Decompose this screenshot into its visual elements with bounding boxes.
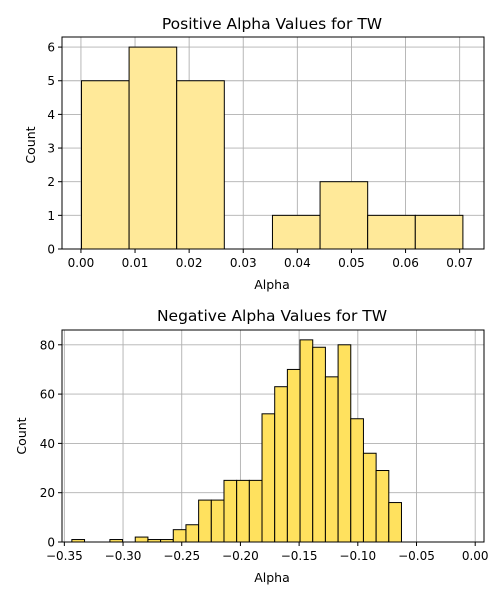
histogram-bar bbox=[172, 529, 187, 543]
histogram-bar bbox=[274, 386, 288, 543]
y-axis-label: Count bbox=[14, 417, 29, 454]
x-tick-label: −0.30 bbox=[105, 549, 142, 563]
y-tick-label: 4 bbox=[47, 108, 55, 122]
x-tick-label: 0.07 bbox=[446, 256, 473, 270]
y-tick-label: 0 bbox=[47, 536, 55, 550]
y-tick-label: 1 bbox=[47, 209, 55, 223]
histogram-bar bbox=[271, 214, 321, 250]
y-tick-label: 20 bbox=[40, 486, 55, 500]
histogram-bar bbox=[176, 80, 225, 250]
chart-title: Negative Alpha Values for TW bbox=[157, 307, 387, 325]
x-axis-ticks: −0.35 −0.30 −0.25 −0.20 −0.15 −0.10 −0.05 0.00 bbox=[46, 542, 489, 563]
histogram-bar bbox=[134, 536, 149, 543]
y-tick-label: 2 bbox=[47, 175, 55, 189]
histogram-bar bbox=[210, 499, 225, 543]
y-tick-label: 80 bbox=[40, 338, 55, 352]
y-tick-label: 40 bbox=[40, 437, 55, 451]
x-tick-label: −0.15 bbox=[281, 549, 318, 563]
x-tick-label: −0.20 bbox=[222, 549, 259, 563]
histogram-bar bbox=[362, 452, 377, 543]
histogram-bar bbox=[414, 214, 464, 250]
x-axis-label: Alpha bbox=[254, 570, 290, 585]
negative-alpha-chart: Negative Alpha Values for TW −0.35 −0.30−… bbox=[14, 307, 489, 585]
x-axis-label: Alpha bbox=[254, 277, 290, 292]
x-tick-label: 0.01 bbox=[122, 256, 149, 270]
histogram-bar bbox=[367, 214, 416, 250]
histogram-bar bbox=[375, 470, 390, 543]
y-tick-label: 60 bbox=[40, 388, 55, 402]
x-tick-label: 0.05 bbox=[338, 256, 365, 270]
x-tick-label: −0.10 bbox=[339, 549, 376, 563]
histogram-bar bbox=[388, 502, 402, 543]
x-tick-label: −0.05 bbox=[398, 549, 435, 563]
y-axis-label: Count bbox=[23, 126, 38, 163]
x-tick-label: 0.00 bbox=[462, 549, 489, 563]
histogram-bar bbox=[286, 368, 301, 543]
x-tick-label: 0.03 bbox=[230, 256, 257, 270]
y-tick-label: 6 bbox=[47, 41, 55, 55]
x-tick-label: 0.02 bbox=[176, 256, 203, 270]
histogram-bar bbox=[248, 479, 263, 543]
y-axis-ticks: 0 1 2 3 4 5 6 bbox=[47, 41, 62, 257]
histogram-bar bbox=[223, 479, 238, 543]
bars bbox=[80, 46, 464, 250]
x-tick-label: −0.25 bbox=[163, 549, 200, 563]
plot-frame bbox=[61, 36, 485, 250]
x-tick-label: 0.06 bbox=[392, 256, 419, 270]
y-tick-label: 5 bbox=[47, 74, 55, 88]
histogram-bar bbox=[261, 413, 276, 543]
y-axis-ticks: 0 20 40 60 80 bbox=[40, 338, 62, 550]
histogram-bar bbox=[319, 181, 369, 250]
histogram-bar bbox=[337, 344, 352, 543]
x-tick-label: 0.00 bbox=[68, 256, 95, 270]
histogram-bar bbox=[324, 376, 339, 543]
positive-alpha-chart: Positive Alpha Values for TW 0.00 0.01 0.0… bbox=[23, 15, 485, 292]
x-tick-label: 0.04 bbox=[284, 256, 311, 270]
y-tick-label: 3 bbox=[47, 142, 55, 156]
plot-frame bbox=[61, 329, 485, 543]
y-tick-label: 0 bbox=[47, 243, 55, 257]
histogram-bar bbox=[236, 479, 250, 543]
x-axis-ticks: 0.00 0.01 0.02 0.03 0.04 0.05 0.06 0.07 bbox=[68, 249, 473, 270]
histogram-bar bbox=[128, 46, 178, 250]
histogram-bar bbox=[312, 346, 326, 543]
histogram-bar bbox=[299, 339, 314, 543]
histogram-bar bbox=[80, 80, 130, 250]
chart-title: Positive Alpha Values for TW bbox=[162, 15, 382, 33]
x-tick-label: −0.35 bbox=[46, 549, 83, 563]
histogram-bar bbox=[185, 524, 200, 543]
histogram-bar bbox=[198, 499, 212, 543]
histogram-bar bbox=[350, 418, 364, 543]
